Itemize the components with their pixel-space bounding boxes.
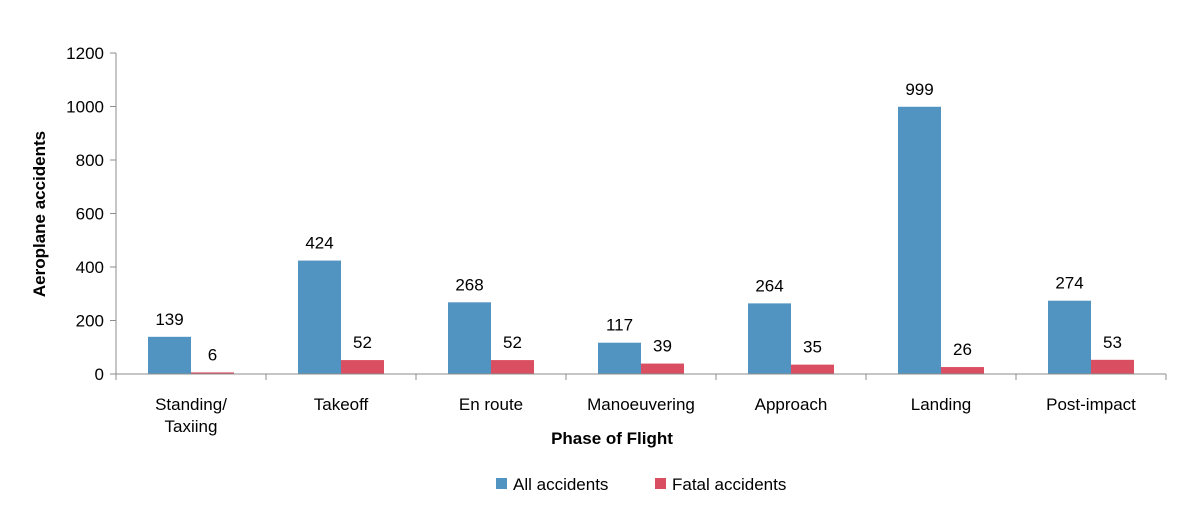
x-tick-label: Taxiing (165, 417, 218, 436)
y-tick-label: 200 (76, 312, 104, 331)
bar (1091, 359, 1134, 374)
bar (1048, 300, 1091, 374)
bar (298, 260, 341, 374)
x-tick-label: Standing/ (155, 395, 227, 414)
legend-swatch (496, 478, 507, 489)
y-tick-label: 0 (95, 365, 104, 384)
bar (898, 106, 941, 374)
data-label: 424 (305, 234, 333, 253)
data-label: 117 (606, 316, 633, 335)
bar (791, 364, 834, 374)
x-tick-label: Takeoff (314, 395, 369, 414)
x-tick-label: Approach (755, 395, 828, 414)
bar (748, 303, 791, 374)
data-label: 274 (1055, 274, 1083, 293)
legend-swatch (655, 478, 666, 489)
x-axis: Standing/Taxiing Takeoff En route Manoeuver… (115, 373, 1167, 436)
data-label: 268 (455, 275, 483, 294)
data-label: 35 (803, 338, 822, 357)
legend: All accidents Fatal accidents (496, 475, 786, 494)
y-axis-title: Aeroplane accidents (30, 131, 49, 297)
data-label: 264 (755, 276, 783, 295)
data-labels: 139 424 268 117 264 999 274 6 52 52 39 35 26 53 (155, 80, 1122, 365)
y-tick-label: 400 (76, 258, 104, 277)
x-tick-label: Post-impact (1046, 395, 1136, 414)
x-axis-title: Phase of Flight (551, 429, 673, 448)
data-label: 999 (905, 80, 933, 99)
data-label: 39 (653, 337, 672, 356)
data-label: 52 (503, 333, 522, 352)
data-label: 52 (353, 333, 372, 352)
x-tick-label: Landing (911, 395, 972, 414)
data-label: 6 (208, 345, 217, 364)
bar (191, 372, 234, 374)
bar (491, 360, 534, 374)
bar (941, 367, 984, 374)
y-tick-label: 800 (76, 151, 104, 170)
bar (148, 336, 191, 374)
x-tick-label: Manoeuvering (587, 395, 695, 414)
data-label: 139 (155, 310, 183, 329)
y-tick-label: 1000 (66, 98, 104, 117)
bar (341, 360, 384, 374)
y-tick-label: 600 (76, 205, 104, 224)
y-tick-label: 1200 (66, 44, 104, 63)
bars (148, 106, 1134, 374)
legend-label: Fatal accidents (672, 475, 786, 494)
data-label: 53 (1103, 333, 1122, 352)
data-label: 26 (953, 340, 972, 359)
y-axis: 0 200 400 600 800 1000 1200 (66, 44, 117, 384)
legend-label: All accidents (513, 475, 608, 494)
bar (641, 363, 684, 374)
bar (448, 302, 491, 374)
bar (598, 342, 641, 374)
x-tick-label: En route (459, 395, 523, 414)
